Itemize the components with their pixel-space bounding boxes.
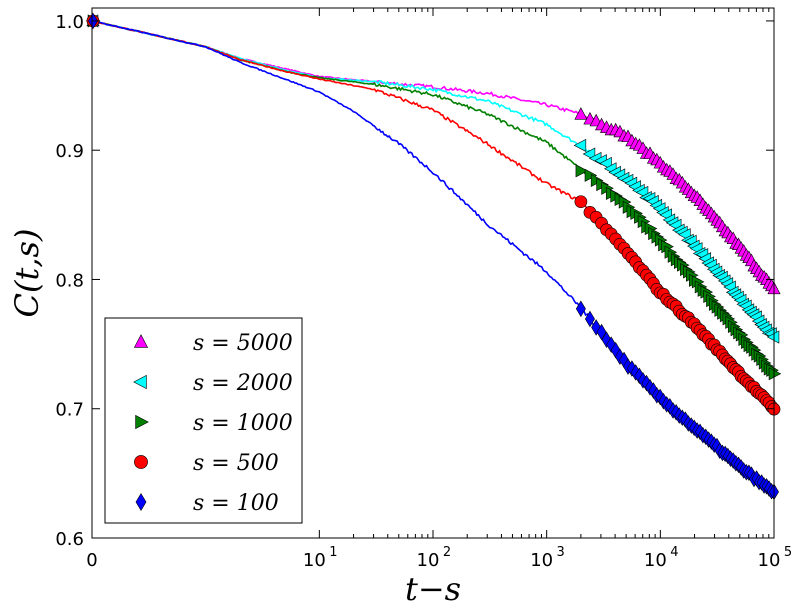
y-axis-label: C(t,s) xyxy=(8,229,46,318)
marker-layer xyxy=(85,12,782,501)
x-tick-exponent: 2 xyxy=(443,545,451,560)
x-tick-label: 10 xyxy=(417,550,440,571)
series-marker-100 xyxy=(575,300,586,318)
series-marker-1000 xyxy=(584,168,598,182)
series-marker-2000 xyxy=(766,330,780,344)
x-tick-exponent: 1 xyxy=(329,545,337,560)
legend-label-500: s = 500 xyxy=(193,451,279,476)
series-marker-1000 xyxy=(768,367,782,381)
legend-label-5000: s = 5000 xyxy=(193,331,293,356)
x-tick-exponent: 4 xyxy=(670,545,678,560)
x-tick-label: 10 xyxy=(758,550,781,571)
legend-label-100: s = 100 xyxy=(193,491,279,516)
legend-label-1000: s = 1000 xyxy=(193,411,293,436)
x-axis-label: t−s xyxy=(405,570,461,608)
x-tick-label: 0 xyxy=(86,550,97,571)
tick-layer: 0 10 1 10 2 10 3 10 4 10 50.60.70.80.91.0 xyxy=(55,8,792,571)
series-marker-500 xyxy=(574,195,588,209)
legend-marker-5000 xyxy=(133,334,149,348)
x-tick-exponent: 5 xyxy=(784,545,792,560)
y-tick-label: 0.6 xyxy=(55,529,84,550)
legend-marker-100 xyxy=(135,493,147,511)
y-tick-label: 0.7 xyxy=(55,400,84,421)
legend-marker-500 xyxy=(134,455,148,469)
legend-label-2000: s = 2000 xyxy=(193,371,293,396)
series-marker-2000 xyxy=(573,138,587,152)
y-tick-label: 0.8 xyxy=(55,270,84,291)
y-tick-label: 1.0 xyxy=(55,12,84,33)
legend-marker-1000 xyxy=(135,414,149,430)
series-marker-100 xyxy=(584,310,595,328)
series-marker-1000 xyxy=(575,164,589,178)
x-tick-exponent: 3 xyxy=(557,545,565,560)
x-tick-label: 10 xyxy=(644,550,667,571)
y-tick-label: 0.9 xyxy=(55,141,84,162)
series-marker-5000 xyxy=(574,107,588,120)
legend: s = 5000 s = 2000 s = 1000 s = 500 s = 100 xyxy=(104,317,303,524)
x-tick-label: 10 xyxy=(303,550,326,571)
x-tick-label: 10 xyxy=(530,550,553,571)
legend-marker-2000 xyxy=(133,374,147,390)
